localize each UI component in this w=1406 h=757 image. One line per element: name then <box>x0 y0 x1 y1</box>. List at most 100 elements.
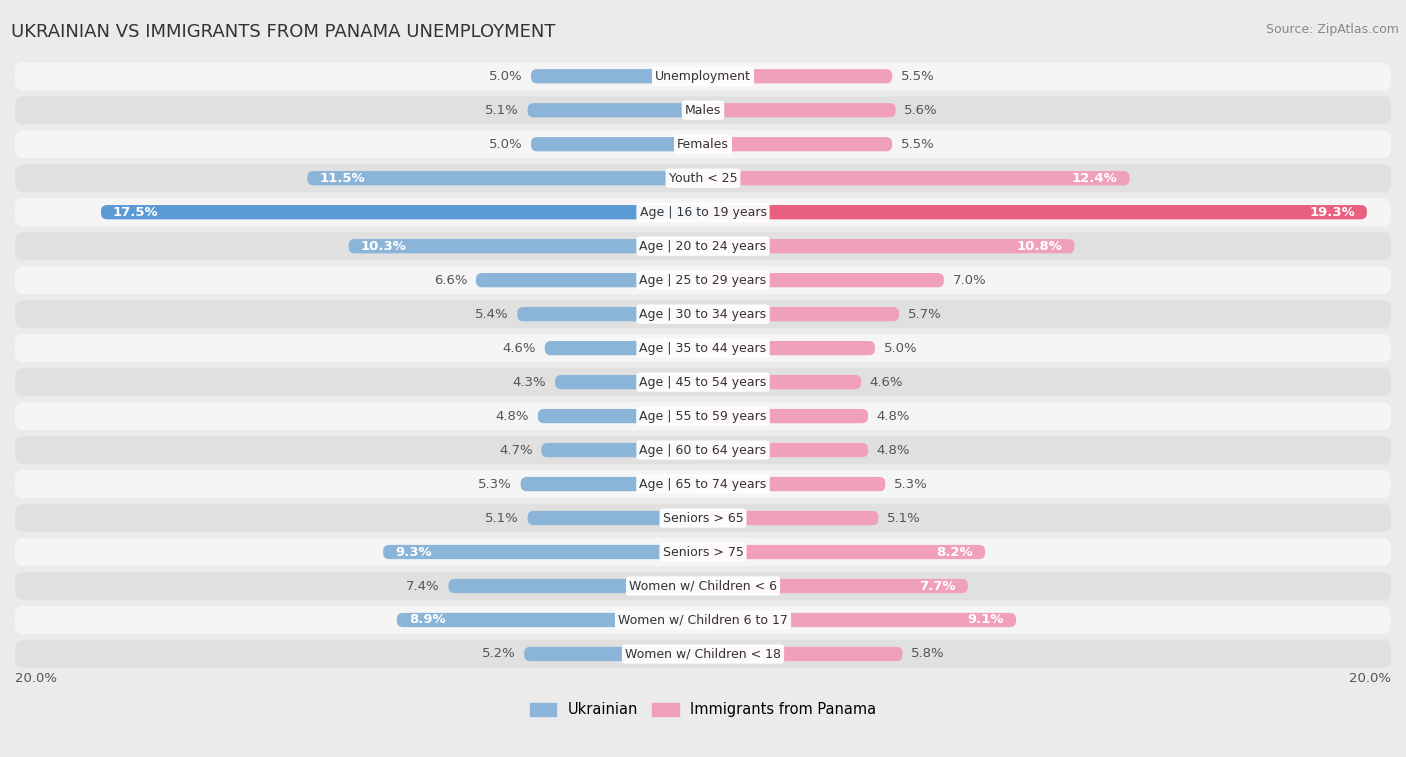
FancyBboxPatch shape <box>15 62 1391 90</box>
Text: 4.7%: 4.7% <box>499 444 533 456</box>
Text: Age | 60 to 64 years: Age | 60 to 64 years <box>640 444 766 456</box>
Text: 7.4%: 7.4% <box>406 580 440 593</box>
Text: 9.1%: 9.1% <box>967 613 1004 627</box>
FancyBboxPatch shape <box>15 232 1391 260</box>
FancyBboxPatch shape <box>531 69 703 83</box>
Text: 7.0%: 7.0% <box>952 274 986 287</box>
FancyBboxPatch shape <box>382 545 703 559</box>
FancyBboxPatch shape <box>15 266 1391 294</box>
FancyBboxPatch shape <box>15 334 1391 362</box>
Legend: Ukrainian, Immigrants from Panama: Ukrainian, Immigrants from Panama <box>523 696 883 723</box>
FancyBboxPatch shape <box>517 307 703 321</box>
FancyBboxPatch shape <box>15 640 1391 668</box>
FancyBboxPatch shape <box>15 301 1391 328</box>
Text: 5.1%: 5.1% <box>485 512 519 525</box>
Text: 4.8%: 4.8% <box>877 444 910 456</box>
FancyBboxPatch shape <box>703 205 1367 220</box>
FancyBboxPatch shape <box>703 579 967 593</box>
Text: 5.5%: 5.5% <box>901 138 935 151</box>
FancyBboxPatch shape <box>703 341 875 355</box>
Text: 5.6%: 5.6% <box>904 104 938 117</box>
FancyBboxPatch shape <box>703 409 868 423</box>
FancyBboxPatch shape <box>703 307 898 321</box>
Text: 5.0%: 5.0% <box>489 138 523 151</box>
FancyBboxPatch shape <box>703 69 893 83</box>
Text: 10.3%: 10.3% <box>361 240 406 253</box>
FancyBboxPatch shape <box>15 198 1391 226</box>
Text: 5.1%: 5.1% <box>887 512 921 525</box>
Text: Age | 35 to 44 years: Age | 35 to 44 years <box>640 341 766 354</box>
Text: 20.0%: 20.0% <box>15 672 58 685</box>
FancyBboxPatch shape <box>15 96 1391 124</box>
Text: Age | 55 to 59 years: Age | 55 to 59 years <box>640 410 766 422</box>
FancyBboxPatch shape <box>703 646 903 661</box>
Text: 20.0%: 20.0% <box>1348 672 1391 685</box>
Text: 5.5%: 5.5% <box>901 70 935 83</box>
Text: Women w/ Children 6 to 17: Women w/ Children 6 to 17 <box>619 613 787 627</box>
Text: 5.4%: 5.4% <box>475 307 509 321</box>
Text: 5.2%: 5.2% <box>482 647 516 660</box>
FancyBboxPatch shape <box>101 205 703 220</box>
FancyBboxPatch shape <box>703 103 896 117</box>
FancyBboxPatch shape <box>15 368 1391 396</box>
FancyBboxPatch shape <box>541 443 703 457</box>
Text: 4.8%: 4.8% <box>877 410 910 422</box>
FancyBboxPatch shape <box>15 436 1391 464</box>
FancyBboxPatch shape <box>555 375 703 389</box>
FancyBboxPatch shape <box>15 538 1391 566</box>
FancyBboxPatch shape <box>15 402 1391 430</box>
Text: 5.3%: 5.3% <box>894 478 928 491</box>
Text: Age | 25 to 29 years: Age | 25 to 29 years <box>640 274 766 287</box>
FancyBboxPatch shape <box>349 239 703 254</box>
Text: 17.5%: 17.5% <box>112 206 159 219</box>
Text: 6.6%: 6.6% <box>434 274 467 287</box>
FancyBboxPatch shape <box>15 504 1391 532</box>
Text: Women w/ Children < 18: Women w/ Children < 18 <box>626 647 780 660</box>
FancyBboxPatch shape <box>396 613 703 627</box>
Text: 12.4%: 12.4% <box>1071 172 1118 185</box>
Text: 7.7%: 7.7% <box>920 580 956 593</box>
Text: 11.5%: 11.5% <box>319 172 366 185</box>
FancyBboxPatch shape <box>703 511 879 525</box>
Text: 19.3%: 19.3% <box>1309 206 1355 219</box>
Text: 8.9%: 8.9% <box>409 613 446 627</box>
Text: 5.0%: 5.0% <box>489 70 523 83</box>
FancyBboxPatch shape <box>520 477 703 491</box>
FancyBboxPatch shape <box>477 273 703 288</box>
FancyBboxPatch shape <box>703 239 1074 254</box>
Text: Source: ZipAtlas.com: Source: ZipAtlas.com <box>1265 23 1399 36</box>
Text: 5.1%: 5.1% <box>485 104 519 117</box>
FancyBboxPatch shape <box>449 579 703 593</box>
Text: Females: Females <box>678 138 728 151</box>
Text: UKRAINIAN VS IMMIGRANTS FROM PANAMA UNEMPLOYMENT: UKRAINIAN VS IMMIGRANTS FROM PANAMA UNEM… <box>11 23 555 41</box>
FancyBboxPatch shape <box>524 646 703 661</box>
Text: Males: Males <box>685 104 721 117</box>
FancyBboxPatch shape <box>15 130 1391 158</box>
Text: 8.2%: 8.2% <box>936 546 973 559</box>
Text: Age | 20 to 24 years: Age | 20 to 24 years <box>640 240 766 253</box>
Text: 10.8%: 10.8% <box>1017 240 1063 253</box>
Text: 4.6%: 4.6% <box>870 375 903 388</box>
Text: 5.7%: 5.7% <box>908 307 942 321</box>
FancyBboxPatch shape <box>527 511 703 525</box>
FancyBboxPatch shape <box>703 273 943 288</box>
FancyBboxPatch shape <box>531 137 703 151</box>
Text: Age | 45 to 54 years: Age | 45 to 54 years <box>640 375 766 388</box>
FancyBboxPatch shape <box>703 375 862 389</box>
Text: Unemployment: Unemployment <box>655 70 751 83</box>
FancyBboxPatch shape <box>15 470 1391 498</box>
FancyBboxPatch shape <box>703 137 893 151</box>
Text: 5.8%: 5.8% <box>911 647 945 660</box>
FancyBboxPatch shape <box>15 572 1391 600</box>
Text: 5.3%: 5.3% <box>478 478 512 491</box>
Text: 9.3%: 9.3% <box>395 546 432 559</box>
Text: 4.8%: 4.8% <box>496 410 529 422</box>
Text: Age | 16 to 19 years: Age | 16 to 19 years <box>640 206 766 219</box>
Text: 4.6%: 4.6% <box>503 341 536 354</box>
Text: 4.3%: 4.3% <box>513 375 547 388</box>
FancyBboxPatch shape <box>538 409 703 423</box>
FancyBboxPatch shape <box>703 171 1129 185</box>
Text: Seniors > 65: Seniors > 65 <box>662 512 744 525</box>
FancyBboxPatch shape <box>308 171 703 185</box>
FancyBboxPatch shape <box>527 103 703 117</box>
